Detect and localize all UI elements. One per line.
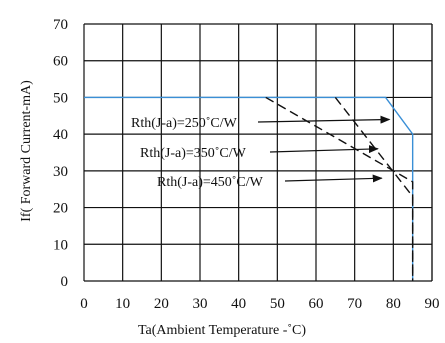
annotation-label-2: Rth(J-a)=350˚C/W: [140, 146, 247, 161]
y-tick-label: 50: [53, 90, 68, 106]
y-tick-label: 30: [53, 164, 68, 180]
x-tick-label: 20: [154, 296, 169, 312]
x-tick-label: 30: [193, 296, 208, 312]
x-tick-label: 10: [115, 296, 130, 312]
series-group: [84, 96, 414, 281]
annotation-arrow-2: [269, 145, 379, 154]
tick-labels: 0 10 20 30 40 50 60 70 80 90 0 10 20 30 40 50 60 70: [53, 17, 440, 312]
x-axis-label: Ta(Ambient Temperature -˚C): [138, 323, 306, 338]
x-tick-label: 70: [347, 296, 362, 312]
annotation-arrow-3: [284, 174, 383, 183]
annotation-arrow-1: [257, 115, 391, 124]
y-tick-label: 10: [53, 237, 68, 253]
series-line-2: [334, 96, 414, 281]
x-tick-label: 90: [425, 296, 440, 312]
x-tick-label: 40: [231, 296, 246, 312]
grid: [83, 23, 433, 282]
annotation-label-3: Rth(J-a)=450˚C/W: [157, 175, 264, 190]
y-tick-label: 60: [53, 54, 68, 70]
series-line-3: [265, 96, 414, 281]
y-tick-label: 20: [53, 201, 68, 217]
annotations: Rth(J-a)=250˚C/W Rth(J-a)=350˚C/W Rth(J-a)…: [131, 115, 391, 190]
x-tick-label: 50: [270, 296, 285, 312]
annotation-label-1: Rth(J-a)=250˚C/W: [131, 116, 238, 131]
x-tick-label: 0: [80, 296, 88, 312]
y-tick-label: 40: [53, 127, 68, 143]
y-tick-label: 0: [61, 274, 69, 290]
x-tick-label: 80: [386, 296, 401, 312]
y-axis-label: If( Forward Current-mA): [19, 80, 34, 222]
series-line-1: [84, 96, 414, 281]
y-tick-label: 70: [53, 17, 68, 33]
x-tick-label: 60: [309, 296, 324, 312]
